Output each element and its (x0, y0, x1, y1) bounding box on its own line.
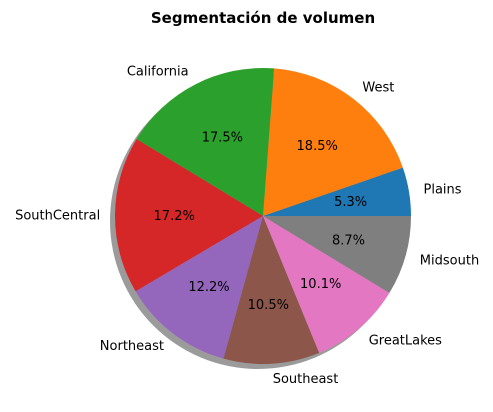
pie-slice-greatlakes (263, 216, 390, 353)
pie-slice-plains (263, 167, 411, 216)
pie-labels: 5.3% Plains 18.5% West 17.5% California 17.2% S… (15, 65, 479, 387)
pie-slice-california (136, 67, 275, 216)
pie-category-label-southcentral: SouthCentral (15, 209, 100, 224)
pie-pct-label-greatlakes: 10.1% (300, 277, 341, 292)
pie-pct-label-midsouth: 8.7% (332, 234, 365, 249)
pie-slice-midsouth (263, 216, 411, 293)
pie-category-label-northeast: Northeast (100, 339, 164, 354)
pie-category-label-west: West (362, 81, 394, 96)
pie-category-label-california: California (127, 65, 189, 80)
pie-pct-label-california: 17.5% (202, 131, 243, 146)
chart-title: Segmentación de volumen (151, 9, 375, 27)
pie-category-label-greatlakes: GreatLakes (369, 333, 442, 348)
pie-pct-label-southcentral: 17.2% (154, 209, 195, 224)
pie-slice-southcentral (115, 139, 264, 292)
pie-slice-west (263, 68, 403, 216)
pie-slice-northeast (135, 216, 263, 359)
pie-pct-label-plains: 5.3% (334, 195, 367, 210)
pie-category-label-midsouth: Midsouth (420, 253, 479, 268)
pie-slices (115, 67, 411, 364)
pie-pct-label-northeast: 12.2% (188, 280, 229, 295)
pie-category-label-plains: Plains (424, 183, 462, 198)
pie-pct-label-southeast: 10.5% (248, 298, 289, 313)
pie-slice-southeast (223, 216, 320, 364)
pie-pct-label-west: 18.5% (297, 139, 338, 154)
pie-category-label-southeast: Southeast (273, 372, 339, 387)
